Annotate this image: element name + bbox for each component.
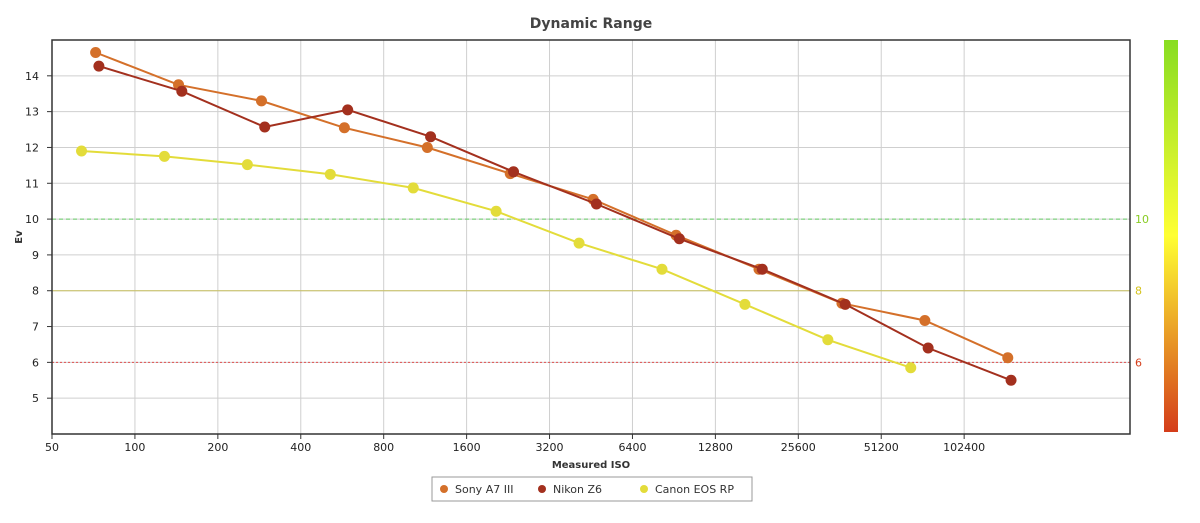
x-tick-label: 25600 — [781, 441, 816, 454]
x-tick-label: 51200 — [864, 441, 899, 454]
data-point[interactable] — [324, 168, 336, 180]
y-axis: 5 6 7 8 9 10 11 12 13 14 — [25, 70, 52, 405]
right-tick-label: 10 — [1135, 213, 1149, 226]
data-point[interactable] — [158, 150, 170, 162]
series — [76, 47, 1017, 386]
data-point[interactable] — [259, 121, 271, 133]
series-line — [98, 65, 1012, 382]
data-point[interactable] — [839, 298, 851, 310]
data-point[interactable] — [490, 205, 502, 217]
data-point[interactable] — [673, 233, 685, 245]
data-point[interactable] — [90, 47, 102, 59]
legend-label: Canon EOS RP — [655, 483, 734, 496]
data-point[interactable] — [739, 298, 751, 310]
y-axis-label: Ev — [14, 230, 25, 244]
right-tick-label: 8 — [1135, 285, 1142, 298]
x-tick-label: 200 — [207, 441, 228, 454]
right-tick-label: 6 — [1135, 356, 1142, 369]
y-tick-label: 13 — [25, 106, 39, 119]
data-point[interactable] — [338, 122, 350, 134]
legend-item[interactable]: Sony A7 III — [440, 483, 513, 496]
data-point[interactable] — [241, 159, 253, 171]
data-point[interactable] — [421, 141, 433, 153]
x-tick-label: 102400 — [943, 441, 985, 454]
data-point[interactable] — [756, 263, 768, 275]
color-scale-bar — [1164, 40, 1178, 432]
data-point[interactable] — [407, 182, 419, 194]
y-tick-label: 14 — [25, 70, 39, 83]
x-tick-label: 12800 — [698, 441, 733, 454]
chart-title: Dynamic Range — [530, 16, 652, 32]
data-point[interactable] — [573, 237, 585, 249]
data-point[interactable] — [1002, 352, 1014, 364]
data-point[interactable] — [656, 263, 668, 275]
right-axis: 6 8 10 — [1135, 40, 1178, 432]
x-axis-label: Measured ISO — [552, 460, 630, 471]
legend-marker — [440, 485, 448, 493]
data-point[interactable] — [922, 342, 934, 354]
grid — [52, 40, 1130, 434]
x-axis: 50 100 200 400 800 1600 3200 6400 12800 25600 5120… — [45, 434, 985, 454]
legend-marker — [640, 485, 648, 493]
legend-label: Sony A7 III — [455, 483, 513, 496]
data-point[interactable] — [342, 104, 354, 116]
data-point[interactable] — [1005, 374, 1017, 386]
x-tick-label: 6400 — [618, 441, 646, 454]
y-tick-label: 12 — [25, 141, 39, 154]
legend-item[interactable]: Nikon Z6 — [538, 483, 602, 496]
x-tick-label: 3200 — [536, 441, 564, 454]
data-point[interactable] — [919, 314, 931, 326]
x-tick-label: 400 — [290, 441, 311, 454]
plot-frame — [51, 39, 1131, 435]
y-tick-label: 7 — [32, 321, 39, 334]
legend-item[interactable]: Canon EOS RP — [640, 483, 734, 496]
data-point[interactable] — [76, 145, 88, 157]
data-point[interactable] — [508, 166, 520, 178]
y-tick-label: 9 — [32, 249, 39, 262]
x-tick-label: 1600 — [453, 441, 481, 454]
data-point[interactable] — [590, 198, 602, 210]
data-point[interactable] — [93, 60, 105, 72]
series-sony-a7-iii — [90, 47, 1014, 364]
x-tick-label: 50 — [45, 441, 59, 454]
y-tick-label: 8 — [32, 285, 39, 298]
legend-box — [431, 476, 753, 502]
data-point[interactable] — [822, 334, 834, 346]
data-point[interactable] — [905, 362, 917, 374]
data-point[interactable] — [255, 95, 267, 107]
y-tick-label: 10 — [25, 213, 39, 226]
x-tick-label: 800 — [373, 441, 394, 454]
legend-marker — [538, 485, 546, 493]
y-tick-label: 11 — [25, 177, 39, 190]
series-line — [95, 51, 1009, 359]
data-point[interactable] — [176, 85, 188, 97]
x-tick-label: 100 — [124, 441, 145, 454]
data-point[interactable] — [425, 131, 437, 143]
series-canon-eos-rp — [76, 145, 917, 374]
legend-label: Nikon Z6 — [553, 483, 602, 496]
y-tick-label: 6 — [32, 356, 39, 369]
series-nikon-z6 — [93, 60, 1017, 386]
legend[interactable]: Sony A7 III Nikon Z6 Canon EOS RP — [431, 476, 753, 502]
reference-lines — [52, 218, 1130, 363]
y-tick-label: 5 — [32, 392, 39, 405]
